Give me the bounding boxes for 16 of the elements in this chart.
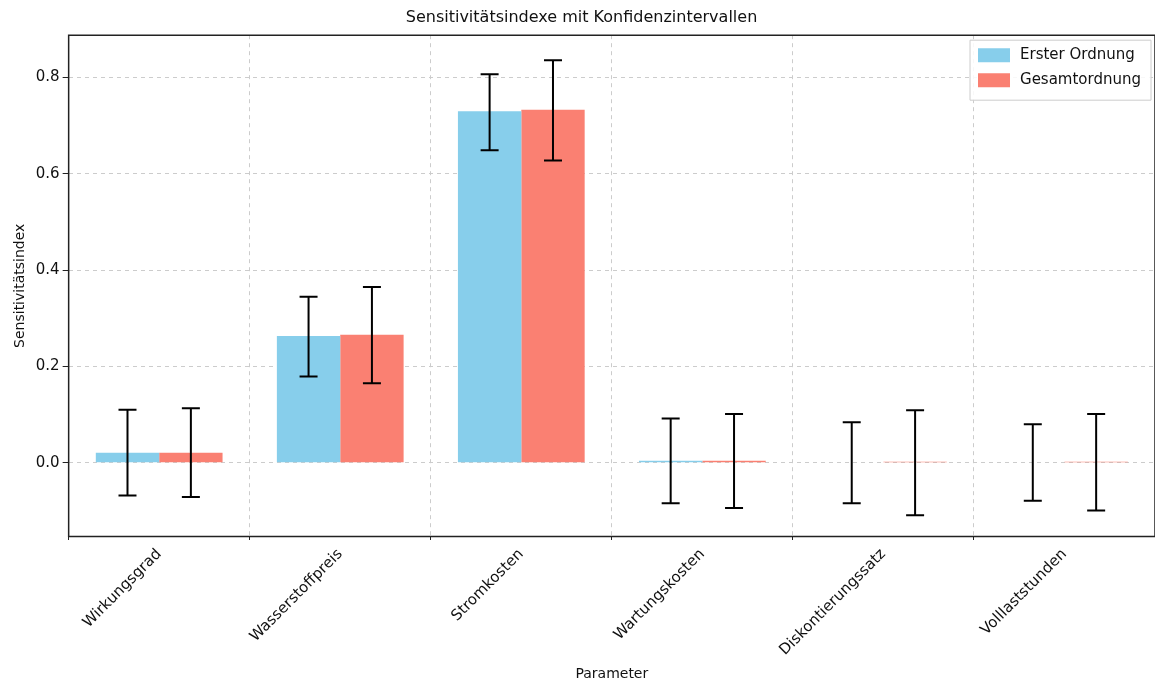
bar xyxy=(340,334,404,463)
y-axis-title: Sensitivitätsindex xyxy=(11,223,28,348)
y-tick-label: 0.2 xyxy=(35,356,60,375)
legend-label: Gesamtordnung xyxy=(1020,70,1141,89)
bar xyxy=(276,336,341,463)
bar xyxy=(95,452,160,463)
y-tick-label: 0.0 xyxy=(35,452,60,471)
chart-title: Sensitivitätsindexe mit Konfidenzintervallen xyxy=(405,6,758,26)
y-tick-label: 0.8 xyxy=(35,67,60,86)
bar xyxy=(457,111,522,463)
legend-label: Erster Ordnung xyxy=(1020,45,1135,64)
y-tick-label: 0.6 xyxy=(35,163,60,182)
bar xyxy=(521,109,585,463)
bar xyxy=(159,452,223,463)
y-tick-label: 0.4 xyxy=(35,260,60,279)
x-axis-title: Parameter xyxy=(575,665,649,682)
